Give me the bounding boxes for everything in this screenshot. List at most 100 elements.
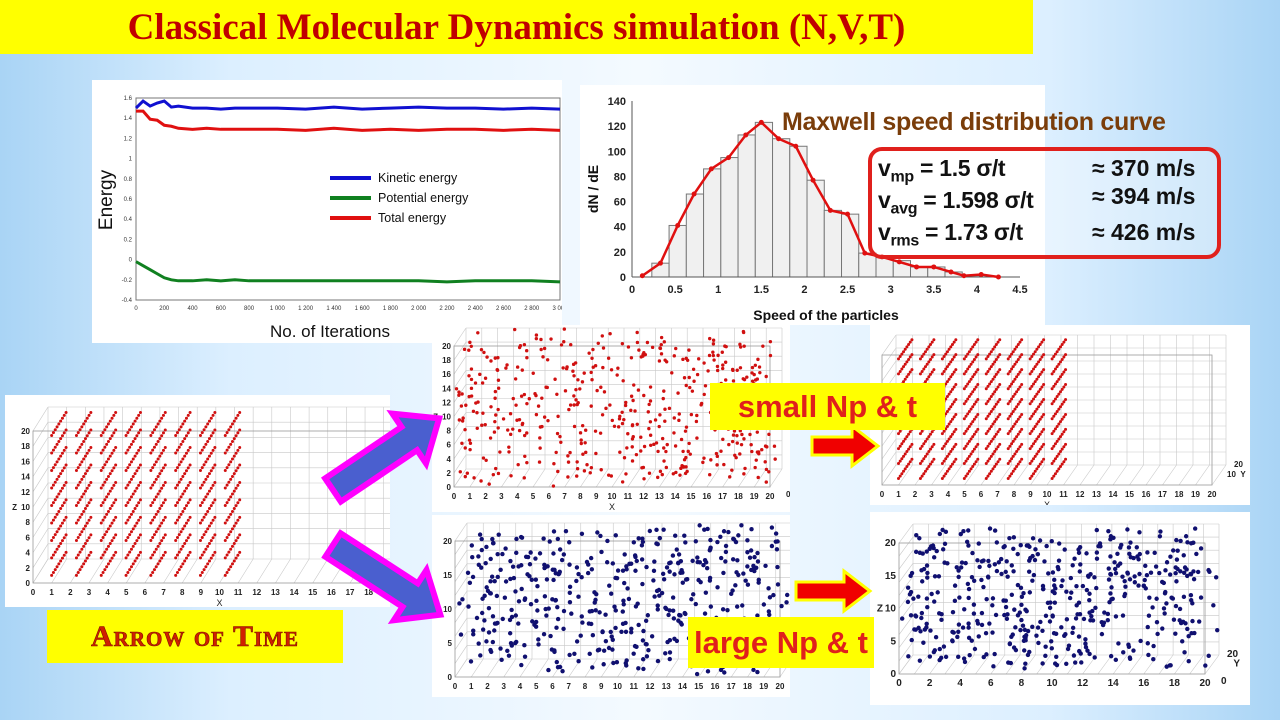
particle-point (723, 360, 728, 364)
particle-point (909, 637, 914, 643)
particle-point (223, 503, 227, 507)
grid-line (454, 550, 468, 569)
series-line-total-energy (136, 109, 561, 132)
x-tick-label: 5 (962, 490, 967, 499)
particle-point (59, 507, 63, 511)
particle-point (933, 635, 939, 640)
particle-point (647, 426, 651, 431)
particle-point (636, 666, 641, 671)
particle-point (656, 475, 660, 480)
particle-point (994, 432, 998, 436)
particle-point (1008, 399, 1012, 403)
particle-point (50, 538, 54, 542)
particle-point (931, 649, 937, 655)
particle-point (556, 414, 560, 419)
particle-point (1108, 653, 1114, 659)
particle-point (623, 403, 628, 408)
particle-point (234, 451, 238, 455)
grid-line (881, 464, 897, 486)
particle-point (236, 553, 240, 557)
particle-point (964, 369, 968, 373)
particle-point (498, 646, 503, 651)
grid-line (931, 464, 946, 486)
particle-point (509, 474, 513, 478)
grid-line (453, 356, 467, 375)
x-tick-label: 18 (734, 492, 743, 501)
particle-point (672, 416, 676, 420)
grid-line (275, 558, 291, 584)
grid-line (32, 437, 49, 462)
x-tick-label: 10 (1046, 678, 1058, 689)
particle-point (940, 432, 944, 436)
particle-point (963, 560, 968, 566)
particle-point (1145, 550, 1150, 555)
particle-point (1049, 646, 1054, 651)
particle-point (62, 536, 66, 540)
particle-point (703, 560, 709, 565)
particle-point (1062, 355, 1066, 359)
particle-point (962, 432, 966, 436)
particle-point (1037, 345, 1041, 349)
particle-point (519, 586, 524, 592)
particle-point (711, 350, 715, 354)
particle-point (507, 450, 511, 454)
particle-point (634, 558, 639, 564)
particle-point (561, 366, 565, 370)
particle-point (1042, 383, 1046, 387)
particle-point (151, 431, 155, 435)
particle-point (711, 338, 716, 342)
particle-point (601, 662, 606, 667)
particle-point (964, 539, 970, 544)
particle-point (943, 529, 949, 535)
particle-point (76, 431, 80, 435)
particle-point (1018, 445, 1022, 449)
particle-point (152, 568, 156, 572)
particle-point (1068, 575, 1074, 581)
particle-point (690, 389, 695, 393)
particle-point (993, 390, 997, 394)
particle-point (589, 404, 593, 408)
grid-line (453, 370, 467, 389)
particle-point (583, 428, 588, 432)
particle-point (947, 437, 951, 441)
particle-point (900, 472, 904, 476)
particle-point (177, 515, 181, 519)
curve-point (845, 211, 851, 217)
particle-point (1057, 422, 1061, 426)
large-disordered-panel: 0 1 2 3 4 5 6 7 8 9 10 11 12 13 14 15 16 17 18 19 20 0 5 10 15 20… (432, 515, 793, 697)
z-tick-label: 12 (21, 488, 30, 497)
particle-point (984, 432, 988, 436)
particle-point (1028, 372, 1032, 376)
particle-point (204, 547, 208, 551)
particle-point (1052, 355, 1056, 358)
particle-point (181, 440, 185, 444)
particle-point (232, 542, 236, 546)
x-tick-label: 4 (518, 682, 523, 691)
particle-point (1037, 435, 1041, 439)
particle-point (76, 501, 80, 505)
particle-point (236, 483, 240, 487)
y-tick-label: 0 (786, 490, 790, 499)
particle-point (1145, 624, 1150, 630)
particle-point (554, 659, 560, 665)
particle-point (126, 466, 130, 470)
particle-point (1112, 560, 1117, 565)
particle-point (625, 446, 629, 450)
x-tick-label: 12 (1076, 490, 1085, 499)
x-tick-label: 1 000 (270, 306, 286, 312)
particle-point (59, 489, 63, 493)
particle-point (969, 422, 973, 426)
particle-point (927, 465, 931, 468)
particle-point (930, 430, 934, 434)
particle-point (138, 428, 142, 432)
particle-point (755, 613, 760, 618)
particle-point (1015, 345, 1019, 349)
particle-point (903, 467, 907, 471)
particle-point (152, 550, 156, 554)
particle-point (583, 441, 587, 445)
particle-point (126, 501, 130, 505)
particle-point (971, 345, 975, 349)
particle-point (897, 477, 900, 480)
particle-point (85, 416, 89, 420)
